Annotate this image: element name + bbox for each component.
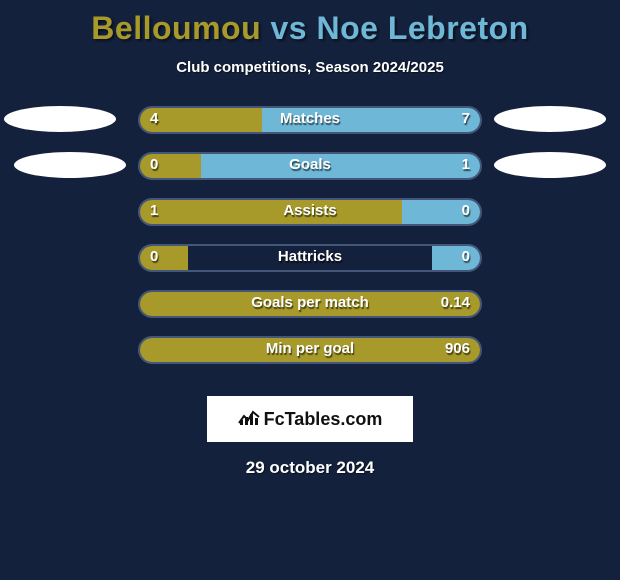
title-vs: vs	[271, 10, 308, 46]
chart-icon	[238, 408, 260, 431]
stat-row: 10Assists	[0, 198, 620, 244]
logo: FcTables.com	[238, 408, 383, 431]
stat-label: Hattricks	[0, 248, 620, 265]
logo-text: FcTables.com	[264, 409, 383, 430]
stat-row: 906Min per goal	[0, 336, 620, 382]
title-player1: Belloumou	[91, 10, 261, 46]
stat-label: Matches	[0, 110, 620, 127]
stat-label: Min per goal	[0, 340, 620, 357]
stat-rows: 47Matches01Goals10Assists00Hattricks0.14…	[0, 106, 620, 382]
logo-box: FcTables.com	[207, 396, 413, 442]
stat-row: 00Hattricks	[0, 244, 620, 290]
stat-label: Assists	[0, 202, 620, 219]
stat-row: 47Matches	[0, 106, 620, 152]
stat-label: Goals	[0, 156, 620, 173]
stat-row: 01Goals	[0, 152, 620, 198]
title-player2: Noe Lebreton	[316, 10, 528, 46]
stat-label: Goals per match	[0, 294, 620, 311]
date-text: 29 october 2024	[0, 458, 620, 478]
subtitle: Club competitions, Season 2024/2025	[0, 59, 620, 76]
stat-row: 0.14Goals per match	[0, 290, 620, 336]
comparison-title: Belloumou vs Noe Lebreton	[0, 0, 620, 47]
